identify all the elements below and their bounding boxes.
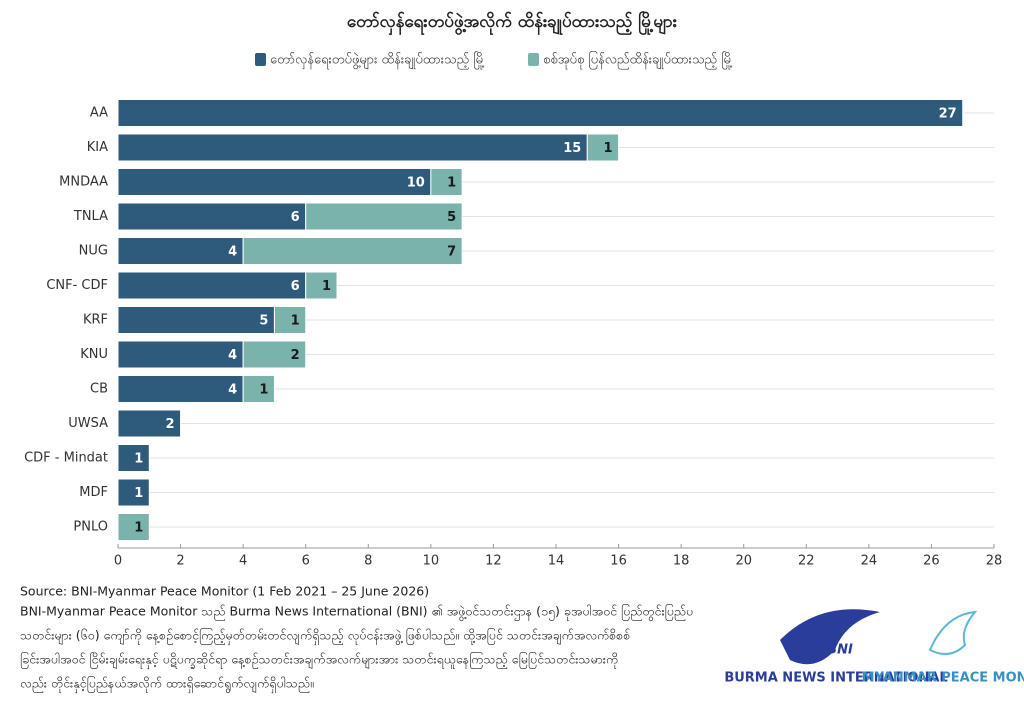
y-tick-label: PNLO xyxy=(73,520,108,535)
y-tick-label: TNLA xyxy=(73,209,108,224)
description-line: သတင်းများ (၆၀) ကျော်ကို နေ့စဉ်စောင့်ကြည့… xyxy=(20,627,631,646)
value-label: 6 xyxy=(291,279,300,294)
value-label: 1 xyxy=(259,383,268,398)
bar xyxy=(117,133,588,162)
bni-logo: BNI BURMA NEWS INTERNATIONAL xyxy=(724,609,948,686)
description-line: BNI-Myanmar Peace Monitor သည် Burma News… xyxy=(20,603,693,622)
legend-swatch xyxy=(255,53,266,66)
value-label: 1 xyxy=(322,279,331,294)
x-tick-label: 18 xyxy=(673,554,690,569)
y-tick-label: CNF- CDF xyxy=(46,278,108,293)
value-label: 15 xyxy=(563,141,581,156)
y-tick-label: MDF xyxy=(79,485,108,500)
value-label: 10 xyxy=(407,176,425,191)
value-label: 2 xyxy=(291,348,300,363)
bar xyxy=(117,444,150,472)
x-tick-label: 20 xyxy=(735,554,752,569)
x-tick-label: 22 xyxy=(798,554,815,569)
value-label: 1 xyxy=(134,521,143,536)
x-tick-label: 2 xyxy=(176,554,184,569)
y-tick-label: UWSA xyxy=(68,416,108,431)
bar xyxy=(117,375,244,403)
bar xyxy=(117,202,307,231)
y-tick-label: MNDAA xyxy=(59,175,108,190)
bar xyxy=(242,340,307,369)
y-tick-label: KNU xyxy=(80,347,108,362)
x-tick-label: 4 xyxy=(239,554,247,569)
x-tick-label: 0 xyxy=(114,554,122,569)
x-tick-label: 28 xyxy=(986,554,1003,569)
value-label: 2 xyxy=(166,417,175,432)
bar xyxy=(117,409,182,438)
bar xyxy=(242,237,463,265)
value-label: 5 xyxy=(447,210,456,225)
bar xyxy=(117,340,244,369)
description-line: ခြင်းအပါအဝင် ငြိမ်းချမ်းရေးနှင့် ပဋိပက္ခ… xyxy=(20,651,618,670)
value-label: 4 xyxy=(228,348,237,363)
value-label: 1 xyxy=(447,176,456,191)
x-tick-label: 14 xyxy=(548,554,565,569)
mpm-logo: MYANMAR PEACE MONITOR xyxy=(862,610,1024,686)
value-label: 1 xyxy=(291,314,300,329)
value-label: 1 xyxy=(134,452,143,467)
value-label: 27 xyxy=(939,107,957,122)
source: Source: BNI-Myanmar Peace Monitor (1 Feb… xyxy=(20,584,429,599)
y-tick-label: KIA xyxy=(87,140,108,155)
x-tick-label: 6 xyxy=(302,554,310,569)
bar xyxy=(242,375,275,403)
bar xyxy=(586,133,620,162)
logo-name: MYANMAR PEACE MONITOR xyxy=(862,671,1024,686)
bar xyxy=(117,99,964,127)
logo-shape xyxy=(780,609,880,665)
y-tick-label: CB xyxy=(90,382,108,397)
bar xyxy=(117,168,432,196)
x-tick-label: 8 xyxy=(364,554,372,569)
bar xyxy=(117,237,244,265)
y-tick-label: AA xyxy=(90,106,108,121)
logo-shape xyxy=(928,610,978,655)
y-tick-label: KRF xyxy=(83,313,108,328)
bar xyxy=(117,513,150,541)
x-tick-label: 12 xyxy=(485,554,502,569)
value-label: 5 xyxy=(259,314,268,329)
value-label: 1 xyxy=(134,486,143,501)
value-label: 1 xyxy=(604,141,613,156)
x-tick-label: 10 xyxy=(423,554,440,569)
bar xyxy=(117,306,275,334)
bar xyxy=(117,478,150,507)
x-tick-label: 16 xyxy=(610,554,627,569)
logo-name: BURMA NEWS INTERNATIONAL xyxy=(724,671,947,686)
y-tick-label: NUG xyxy=(79,244,108,259)
legend-swatch xyxy=(528,53,539,66)
x-tick-label: 24 xyxy=(861,554,878,569)
value-label: 4 xyxy=(228,383,237,398)
chart-title: တော်လှန်ရေးတပ်ဖွဲ့အလိုက် ထိန်းချုပ်ထားသည… xyxy=(347,9,678,36)
bar xyxy=(273,306,307,334)
bar xyxy=(305,202,463,231)
legend-label: စစ်အုပ်စု ပြန်လည်ထိန်းချုပ်ထားသည့် မြို့ xyxy=(543,51,733,70)
value-label: 7 xyxy=(447,245,456,260)
logo-mark: BNI xyxy=(827,643,853,658)
description-line: လည်း တိုင်းနှင့်ပြည်နယ်အလိုက် ထားရှိဆောင… xyxy=(20,675,314,694)
y-tick-label: CDF - Mindat xyxy=(24,451,108,466)
bar xyxy=(117,271,307,300)
x-tick-label: 26 xyxy=(923,554,940,569)
value-label: 6 xyxy=(291,210,300,225)
value-label: 4 xyxy=(228,245,237,260)
legend-label: တော်လှန်ရေးတပ်ဖွဲ့များ ထိန်းချုပ်ထားသည့်… xyxy=(270,51,485,70)
bar xyxy=(305,271,338,300)
bar xyxy=(430,168,463,196)
